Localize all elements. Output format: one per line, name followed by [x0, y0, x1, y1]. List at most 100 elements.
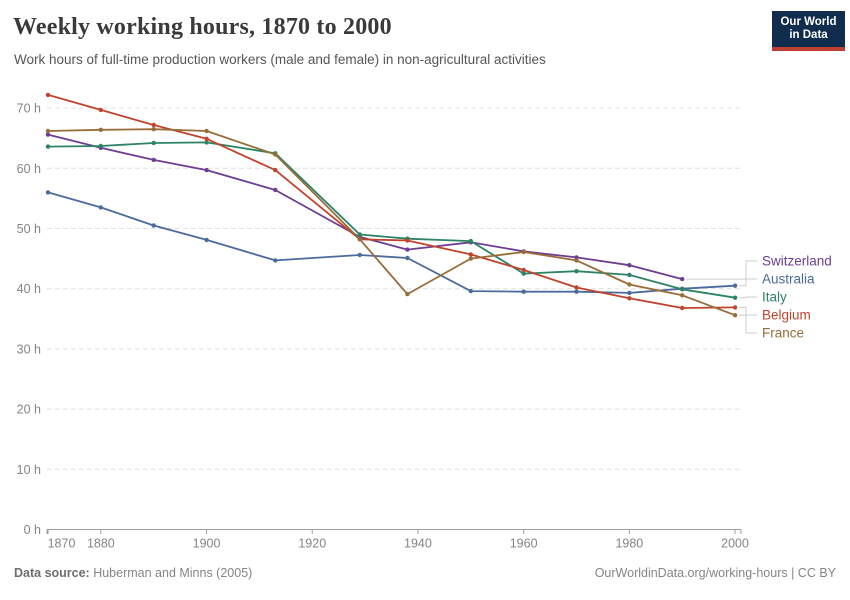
x-axis-label: 1960 [510, 537, 538, 551]
x-axis-label: 1940 [404, 537, 432, 551]
legend-label-switzerland[interactable]: Switzerland [762, 254, 832, 269]
data-point [468, 256, 473, 261]
data-point [45, 92, 51, 98]
series-path [47, 141, 736, 299]
data-point [357, 237, 362, 242]
y-axis-label: 0 h [24, 523, 41, 537]
data-point [45, 144, 51, 149]
data-point [204, 167, 209, 173]
x-axis-label: 1900 [193, 537, 221, 551]
owid-logo[interactable]: Our World in Data [772, 11, 845, 51]
data-point [574, 258, 579, 263]
data-point [732, 305, 738, 310]
x-axis-label: 1870 [48, 537, 76, 551]
license-link[interactable]: OurWorldinData.org/working-hours | CC BY [594, 566, 836, 580]
data-point [521, 249, 526, 255]
data-point [98, 127, 104, 132]
legend-connector-italy [739, 296, 757, 299]
x-axis-label: 1920 [298, 537, 326, 551]
data-point [151, 223, 156, 228]
data-point [574, 289, 579, 294]
data-point [204, 140, 209, 145]
y-axis-label: 60 h [17, 162, 41, 176]
data-point [204, 128, 209, 134]
data-point [204, 136, 209, 141]
data-point [732, 313, 738, 318]
data-point [357, 252, 362, 258]
legend-connector-france [739, 314, 757, 334]
data-point [680, 293, 685, 298]
data-point [357, 232, 362, 237]
data-point [273, 187, 278, 193]
y-axis-label: 30 h [17, 342, 41, 356]
data-point [732, 283, 738, 288]
y-axis-label: 10 h [17, 463, 41, 477]
data-point [627, 296, 632, 301]
data-point [680, 305, 685, 311]
data-point [405, 291, 410, 297]
data-point [521, 289, 526, 294]
data-point [468, 252, 473, 257]
data-point [405, 238, 410, 243]
data-point [627, 290, 632, 296]
x-axis-label: 1880 [87, 537, 115, 551]
series-path [47, 133, 683, 280]
chart-footer: Data source: Huberman and Minns (2005) O… [14, 566, 836, 580]
data-point [405, 247, 410, 252]
data-point [98, 107, 104, 113]
data-point [627, 272, 632, 278]
data-point [680, 287, 685, 292]
data-point [627, 263, 632, 268]
legend-connector-belgium [739, 306, 757, 316]
legend-connector-australia [739, 278, 757, 287]
data-source: Data source: Huberman and Minns (2005) [14, 566, 252, 580]
legend-label-australia[interactable]: Australia [762, 272, 815, 287]
data-point [45, 128, 51, 134]
x-axis-label: 2000 [721, 537, 749, 551]
chart-subtitle: Work hours of full-time production worke… [14, 52, 546, 67]
data-point [627, 282, 632, 287]
data-point [468, 288, 473, 294]
data-point [45, 190, 51, 195]
x-axis-label: 1980 [615, 537, 643, 551]
owid-logo-line1: Our World [780, 16, 837, 28]
data-point [204, 237, 209, 243]
series-path [47, 128, 736, 317]
data-point [680, 276, 685, 282]
owid-logo-line2: in Data [789, 29, 828, 41]
series-line-belgium[interactable] [45, 92, 738, 311]
data-point [98, 205, 104, 210]
data-source-value: Huberman and Minns (2005) [89, 566, 253, 580]
legend-label-italy[interactable]: Italy [762, 290, 787, 305]
data-point [45, 132, 51, 137]
legend-label-france[interactable]: France [762, 326, 804, 341]
y-axis-label: 50 h [17, 222, 41, 236]
data-point [273, 167, 278, 173]
data-point [405, 255, 410, 261]
y-axis-label: 20 h [17, 403, 41, 417]
data-point [151, 127, 156, 132]
series-line-australia[interactable] [45, 190, 738, 296]
data-point [273, 152, 278, 157]
series-path [47, 191, 736, 294]
page-title: Weekly working hours, 1870 to 2000 [13, 14, 392, 40]
series-line-switzerland[interactable] [45, 132, 685, 282]
y-axis-label: 40 h [17, 282, 41, 296]
data-point [151, 140, 156, 146]
data-point [574, 285, 579, 290]
data-point [151, 157, 156, 163]
data-point [468, 238, 473, 244]
data-point [521, 271, 526, 276]
data-point [574, 269, 579, 274]
data-source-label: Data source: [14, 566, 90, 580]
data-point [521, 267, 526, 273]
data-point [98, 143, 104, 149]
legend-label-belgium[interactable]: Belgium [762, 308, 811, 323]
series-line-france[interactable] [45, 127, 738, 318]
legend-connector-switzerland [686, 260, 757, 280]
data-point [732, 295, 738, 300]
data-point [151, 122, 156, 128]
y-axis-label: 70 h [17, 102, 41, 116]
